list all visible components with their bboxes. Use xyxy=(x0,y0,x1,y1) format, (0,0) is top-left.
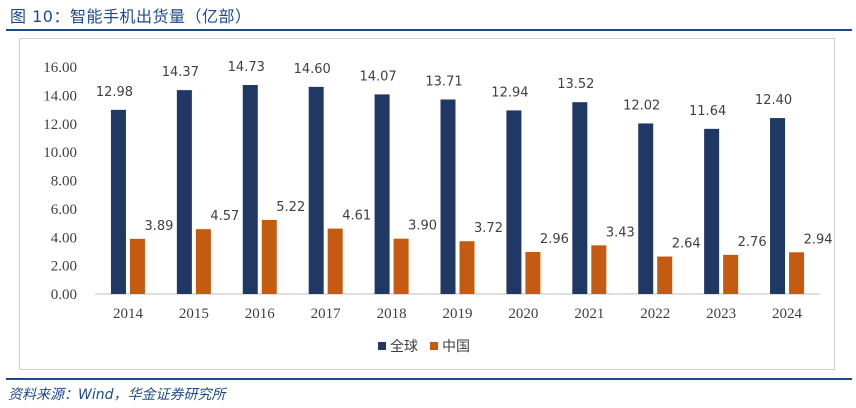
bar-china xyxy=(459,241,475,294)
bar-china xyxy=(789,252,805,294)
data-label-global: 12.98 xyxy=(96,85,133,100)
data-label-global: 14.07 xyxy=(359,69,396,84)
data-label-china: 2.64 xyxy=(672,237,701,252)
bar-global xyxy=(506,110,522,294)
data-label-china: 3.43 xyxy=(606,225,635,240)
data-label-china: 4.61 xyxy=(342,209,371,224)
data-label-global: 14.60 xyxy=(294,62,331,77)
data-label-china: 2.94 xyxy=(804,232,833,247)
y-tick-label: 8.00 xyxy=(51,174,77,190)
data-label-global: 14.37 xyxy=(162,65,199,80)
bar-china xyxy=(723,254,739,294)
x-tick-label: 2023 xyxy=(706,306,736,322)
data-label-china: 3.90 xyxy=(408,219,437,234)
y-tick-label: 0.00 xyxy=(51,287,77,303)
bar-china xyxy=(129,238,145,294)
x-tick-label: 2021 xyxy=(574,306,604,322)
data-label-global: 13.52 xyxy=(557,77,594,92)
x-tick-label: 2017 xyxy=(311,306,342,322)
y-tick-label: 14.00 xyxy=(43,88,77,104)
y-tick-label: 12.00 xyxy=(43,117,77,133)
x-tick-label: 2014 xyxy=(113,306,144,322)
data-label-global: 11.64 xyxy=(689,104,726,119)
data-label-global: 14.73 xyxy=(228,60,265,75)
chart-frame: 0.00 2.00 4.00 6.00 8.00 10.00 12.00 14.00 16.00… xyxy=(19,38,835,370)
figure-title: 图 10：智能手机出货量（亿部） xyxy=(10,7,252,26)
data-label-china: 3.72 xyxy=(474,221,503,236)
x-tick-label: 2016 xyxy=(245,306,276,322)
x-tick-label: 2024 xyxy=(772,306,803,322)
y-tick-label: 2.00 xyxy=(51,259,77,275)
bar-global xyxy=(638,123,654,294)
x-tick-label: 2020 xyxy=(508,306,538,322)
bar-global xyxy=(308,86,324,294)
data-label-global: 12.94 xyxy=(491,85,528,100)
data-label-global: 13.71 xyxy=(425,74,462,89)
bar-chart: 0.00 2.00 4.00 6.00 8.00 10.00 12.00 14.00 16.00… xyxy=(43,60,833,355)
bar-global xyxy=(242,85,258,294)
y-tick-label: 10.00 xyxy=(43,145,77,161)
bar-global xyxy=(770,118,786,294)
bar-china xyxy=(327,228,343,294)
bar-china xyxy=(525,252,541,294)
footer-divider xyxy=(6,378,852,380)
x-tick-label: 2015 xyxy=(179,306,209,322)
bar-china xyxy=(195,229,211,294)
y-tick-label: 16.00 xyxy=(43,60,77,76)
y-tick-label: 4.00 xyxy=(51,230,77,246)
legend-label-china: 中国 xyxy=(442,339,470,355)
y-tick-label: 6.00 xyxy=(51,202,77,218)
data-label-china: 2.76 xyxy=(738,235,767,250)
bar-china xyxy=(591,245,607,294)
data-label-china: 3.89 xyxy=(144,219,173,234)
bar-global xyxy=(110,109,126,294)
x-tick-label: 2022 xyxy=(640,306,670,322)
title-divider xyxy=(6,29,852,31)
bar-china xyxy=(261,219,277,294)
data-label-global: 12.02 xyxy=(623,98,660,113)
data-label-global: 12.40 xyxy=(755,93,792,108)
bar-global xyxy=(374,94,390,295)
x-tick-label: 2018 xyxy=(377,306,407,322)
bar-global xyxy=(176,90,192,294)
bar-china xyxy=(393,238,409,294)
legend-label-global: 全球 xyxy=(390,338,418,355)
legend-swatch-global xyxy=(378,342,386,350)
data-label-china: 5.22 xyxy=(276,200,305,215)
source-note: 资料来源：Wind，华金证券研究所 xyxy=(8,387,226,403)
data-label-china: 4.57 xyxy=(210,209,239,224)
legend-swatch-china xyxy=(430,342,438,350)
bar-global xyxy=(572,102,588,294)
bar-china xyxy=(657,256,673,294)
data-label-china: 2.96 xyxy=(540,232,569,247)
bar-global xyxy=(704,128,720,294)
x-tick-label: 2019 xyxy=(443,306,473,322)
bar-global xyxy=(440,99,456,294)
